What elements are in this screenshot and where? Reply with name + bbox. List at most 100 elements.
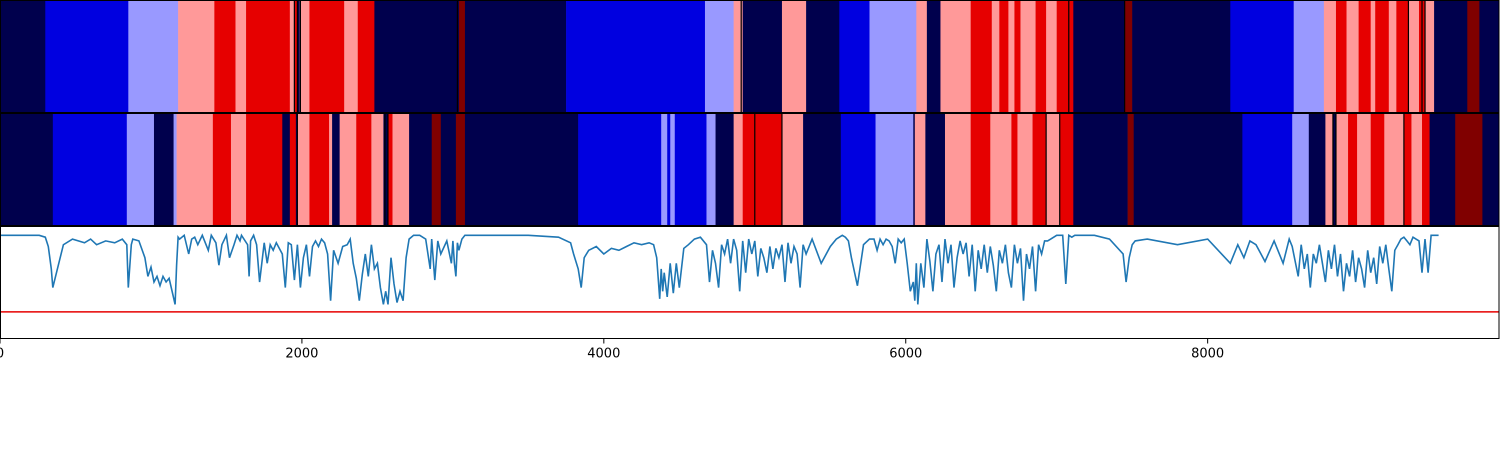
segment-c3 bbox=[1425, 0, 1435, 112]
segment-c5 bbox=[1124, 0, 1133, 112]
segment-c2 bbox=[661, 113, 668, 225]
segment-c0 bbox=[1073, 0, 1125, 112]
segment-c4 bbox=[742, 113, 754, 225]
segment-c0 bbox=[1132, 0, 1231, 112]
segment-c2 bbox=[126, 113, 155, 225]
segment-c0 bbox=[1482, 113, 1500, 225]
x-tick-label: 6000 bbox=[889, 347, 922, 362]
segment-c1 bbox=[52, 113, 128, 225]
segment-c0 bbox=[742, 0, 783, 112]
segment-c3 bbox=[781, 0, 807, 112]
segment-c2 bbox=[173, 113, 177, 225]
segment-c3 bbox=[940, 0, 971, 112]
segment-c3 bbox=[230, 113, 247, 225]
segment-c3 bbox=[1325, 113, 1334, 225]
segment-c0 bbox=[806, 0, 840, 112]
segment-c3 bbox=[1020, 0, 1036, 112]
segment-c1 bbox=[45, 0, 129, 112]
segment-c3 bbox=[1384, 113, 1405, 225]
segment-c3 bbox=[289, 0, 295, 112]
segment-c3 bbox=[1017, 113, 1033, 225]
segment-c3 bbox=[1046, 0, 1057, 112]
segment-c0 bbox=[913, 113, 916, 225]
segment-c0 bbox=[803, 113, 842, 225]
segment-c3 bbox=[1408, 0, 1420, 112]
panel-frame-3 bbox=[0, 226, 1500, 339]
segment-c3 bbox=[990, 113, 1012, 225]
segment-c0 bbox=[0, 0, 46, 112]
x-axis: 0 2000 4000 6000 8000 bbox=[0, 338, 1224, 362]
segment-c3 bbox=[1008, 0, 1015, 112]
segment-c3 bbox=[299, 0, 310, 112]
segment-c4 bbox=[309, 0, 345, 112]
segment-c3 bbox=[1388, 0, 1397, 112]
segment-c3 bbox=[916, 0, 928, 112]
segment-c4 bbox=[356, 113, 372, 225]
segment-c3 bbox=[733, 113, 744, 225]
segment-c0 bbox=[332, 113, 340, 225]
segment-c1 bbox=[840, 113, 876, 225]
segment-c5 bbox=[1455, 113, 1483, 225]
segment-c3 bbox=[1370, 0, 1376, 112]
segment-c0 bbox=[715, 113, 734, 225]
segment-c0 bbox=[1073, 113, 1128, 225]
segment-c5 bbox=[458, 0, 466, 112]
segment-c4 bbox=[1422, 113, 1430, 225]
segment-c4 bbox=[1035, 0, 1047, 112]
segment-c2 bbox=[706, 113, 716, 225]
segment-c4 bbox=[214, 0, 236, 112]
segment-c0 bbox=[1429, 113, 1456, 225]
segment-c4 bbox=[1014, 0, 1021, 112]
segment-c1 bbox=[1230, 0, 1294, 112]
segment-c3 bbox=[178, 0, 215, 112]
segment-c3 bbox=[344, 0, 359, 112]
segment-c2 bbox=[670, 113, 676, 225]
segment-c4 bbox=[1348, 113, 1358, 225]
segment-c5 bbox=[431, 113, 442, 225]
segment-c0 bbox=[383, 113, 389, 225]
segment-row-2 bbox=[0, 113, 1500, 225]
segment-c4 bbox=[1056, 0, 1074, 112]
segment-c4 bbox=[294, 0, 298, 112]
segment-c3 bbox=[329, 113, 333, 225]
segment-c0 bbox=[1434, 0, 1468, 112]
segment-c4 bbox=[357, 0, 375, 112]
segment-c4 bbox=[999, 0, 1009, 112]
x-tick-label: 0 bbox=[0, 347, 4, 362]
segment-c4 bbox=[1011, 113, 1018, 225]
segment-c0 bbox=[297, 0, 300, 112]
segment-c3 bbox=[371, 113, 384, 225]
segment-c3 bbox=[297, 113, 310, 225]
segment-c3 bbox=[176, 113, 214, 225]
segment-c4 bbox=[970, 0, 993, 112]
segment-c2 bbox=[1293, 0, 1325, 112]
segment-c4 bbox=[1335, 0, 1347, 112]
segment-c0 bbox=[0, 113, 54, 225]
segment-c5 bbox=[455, 113, 466, 225]
segment-c0 bbox=[282, 113, 291, 225]
segment-c0 bbox=[464, 0, 567, 112]
x-tick-label: 8000 bbox=[1191, 347, 1224, 362]
segment-c1 bbox=[667, 113, 671, 225]
segment-c0 bbox=[374, 0, 460, 112]
segment-c4 bbox=[1375, 0, 1390, 112]
confidence-curve bbox=[0, 232, 1439, 305]
segment-c4 bbox=[387, 113, 393, 225]
panel-frame-2 bbox=[0, 113, 1500, 226]
segment-c4 bbox=[1370, 113, 1385, 225]
x-tick-label: 2000 bbox=[285, 347, 318, 362]
segment-c0 bbox=[153, 113, 174, 225]
segment-row-1 bbox=[0, 0, 1500, 112]
segment-c4 bbox=[1358, 0, 1371, 112]
segment-c4 bbox=[289, 113, 297, 225]
segment-c0 bbox=[1133, 113, 1243, 225]
panel-frames bbox=[0, 0, 1500, 339]
segment-c4 bbox=[1403, 113, 1412, 225]
segment-c3 bbox=[392, 113, 410, 225]
segment-c3 bbox=[1335, 113, 1349, 225]
segment-c4 bbox=[246, 113, 283, 225]
segment-c2 bbox=[128, 0, 179, 112]
segment-c3 bbox=[944, 113, 971, 225]
segment-c3 bbox=[1411, 113, 1423, 225]
